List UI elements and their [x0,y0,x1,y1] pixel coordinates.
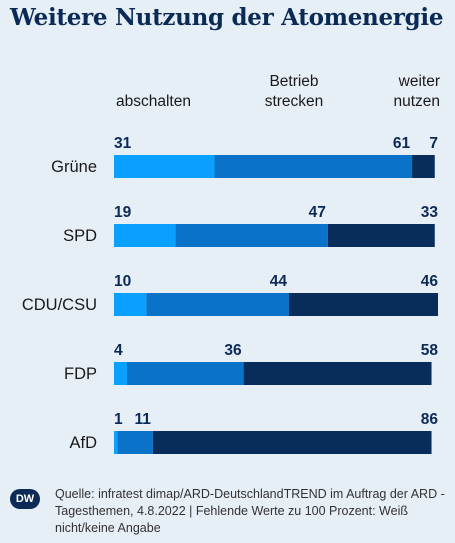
column-header-nutzen-line1: weiter [398,73,440,90]
bar-afd-weiter-nutzen [152,431,432,454]
column-header-abschalten: abschalten [116,92,191,112]
column-header-strecken: Betrieb strecken [255,72,333,112]
value-label-afd-abschalten: 1 [114,411,123,428]
column-header-strecken-line1: Betrieb [269,73,319,90]
column-header-nutzen: weiter nutzen [380,72,440,112]
value-label-afd-betrieb-strecken: 11 [134,411,151,428]
bar-gr-ne-abschalten [114,155,215,178]
bar-fdp-weiter-nutzen [243,362,432,385]
value-label-afd-weiter-nutzen: 86 [421,411,439,428]
column-header-abschalten-label: abschalten [116,93,191,110]
category-label-spd: SPD [63,227,97,245]
column-header-nutzen-line2: nutzen [393,93,440,110]
category-label-gr-ne: Grüne [51,158,97,176]
value-label-cdu-csu-weiter-nutzen: 46 [421,273,439,290]
bar-fdp-betrieb-strecken [126,362,244,385]
bar-cdu-csu-betrieb-strecken [146,293,289,316]
column-header-strecken-line2: strecken [264,93,324,110]
category-label-cdu-csu: CDU/CSU [22,296,97,314]
bar-fdp-abschalten [114,362,127,385]
value-label-cdu-csu-abschalten: 10 [114,273,131,290]
bar-gr-ne-betrieb-strecken [214,155,413,178]
bar-cdu-csu-weiter-nutzen [288,293,438,316]
value-label-cdu-csu-betrieb-strecken: 44 [270,273,288,290]
bar-afd-betrieb-strecken [117,431,153,454]
source-note: Quelle: infratest dimap/ARD-DeutschlandT… [55,487,445,535]
bar-afd-abschalten [114,431,118,454]
bar-spd-weiter-nutzen [327,224,435,247]
value-label-gr-ne-abschalten: 31 [114,135,132,152]
category-label-fdp: FDP [64,365,97,383]
value-label-spd-betrieb-strecken: 47 [309,204,326,221]
chart-title: Weitere Nutzung der Atomenergie [10,4,444,31]
value-label-fdp-weiter-nutzen: 58 [421,342,439,359]
value-label-fdp-betrieb-strecken: 36 [224,342,242,359]
value-label-gr-ne-weiter-nutzen: 7 [429,135,438,152]
bar-spd-betrieb-strecken [175,224,328,247]
dw-logo: DW [10,489,40,509]
bar-spd-abschalten [114,224,176,247]
value-label-spd-abschalten: 19 [114,204,132,221]
bar-cdu-csu-abschalten [114,293,147,316]
value-label-gr-ne-betrieb-strecken: 61 [393,135,411,152]
value-label-spd-weiter-nutzen: 33 [421,204,439,221]
bar-gr-ne-weiter-nutzen [412,155,435,178]
stacked-bar-chart: Grüne 31 61 7 SPD 19 47 33 CDU/CSU 10 44 46 FDP 4 36 58… [22,135,439,454]
value-label-fdp-abschalten: 4 [114,342,123,359]
category-label-afd: AfD [69,434,97,452]
